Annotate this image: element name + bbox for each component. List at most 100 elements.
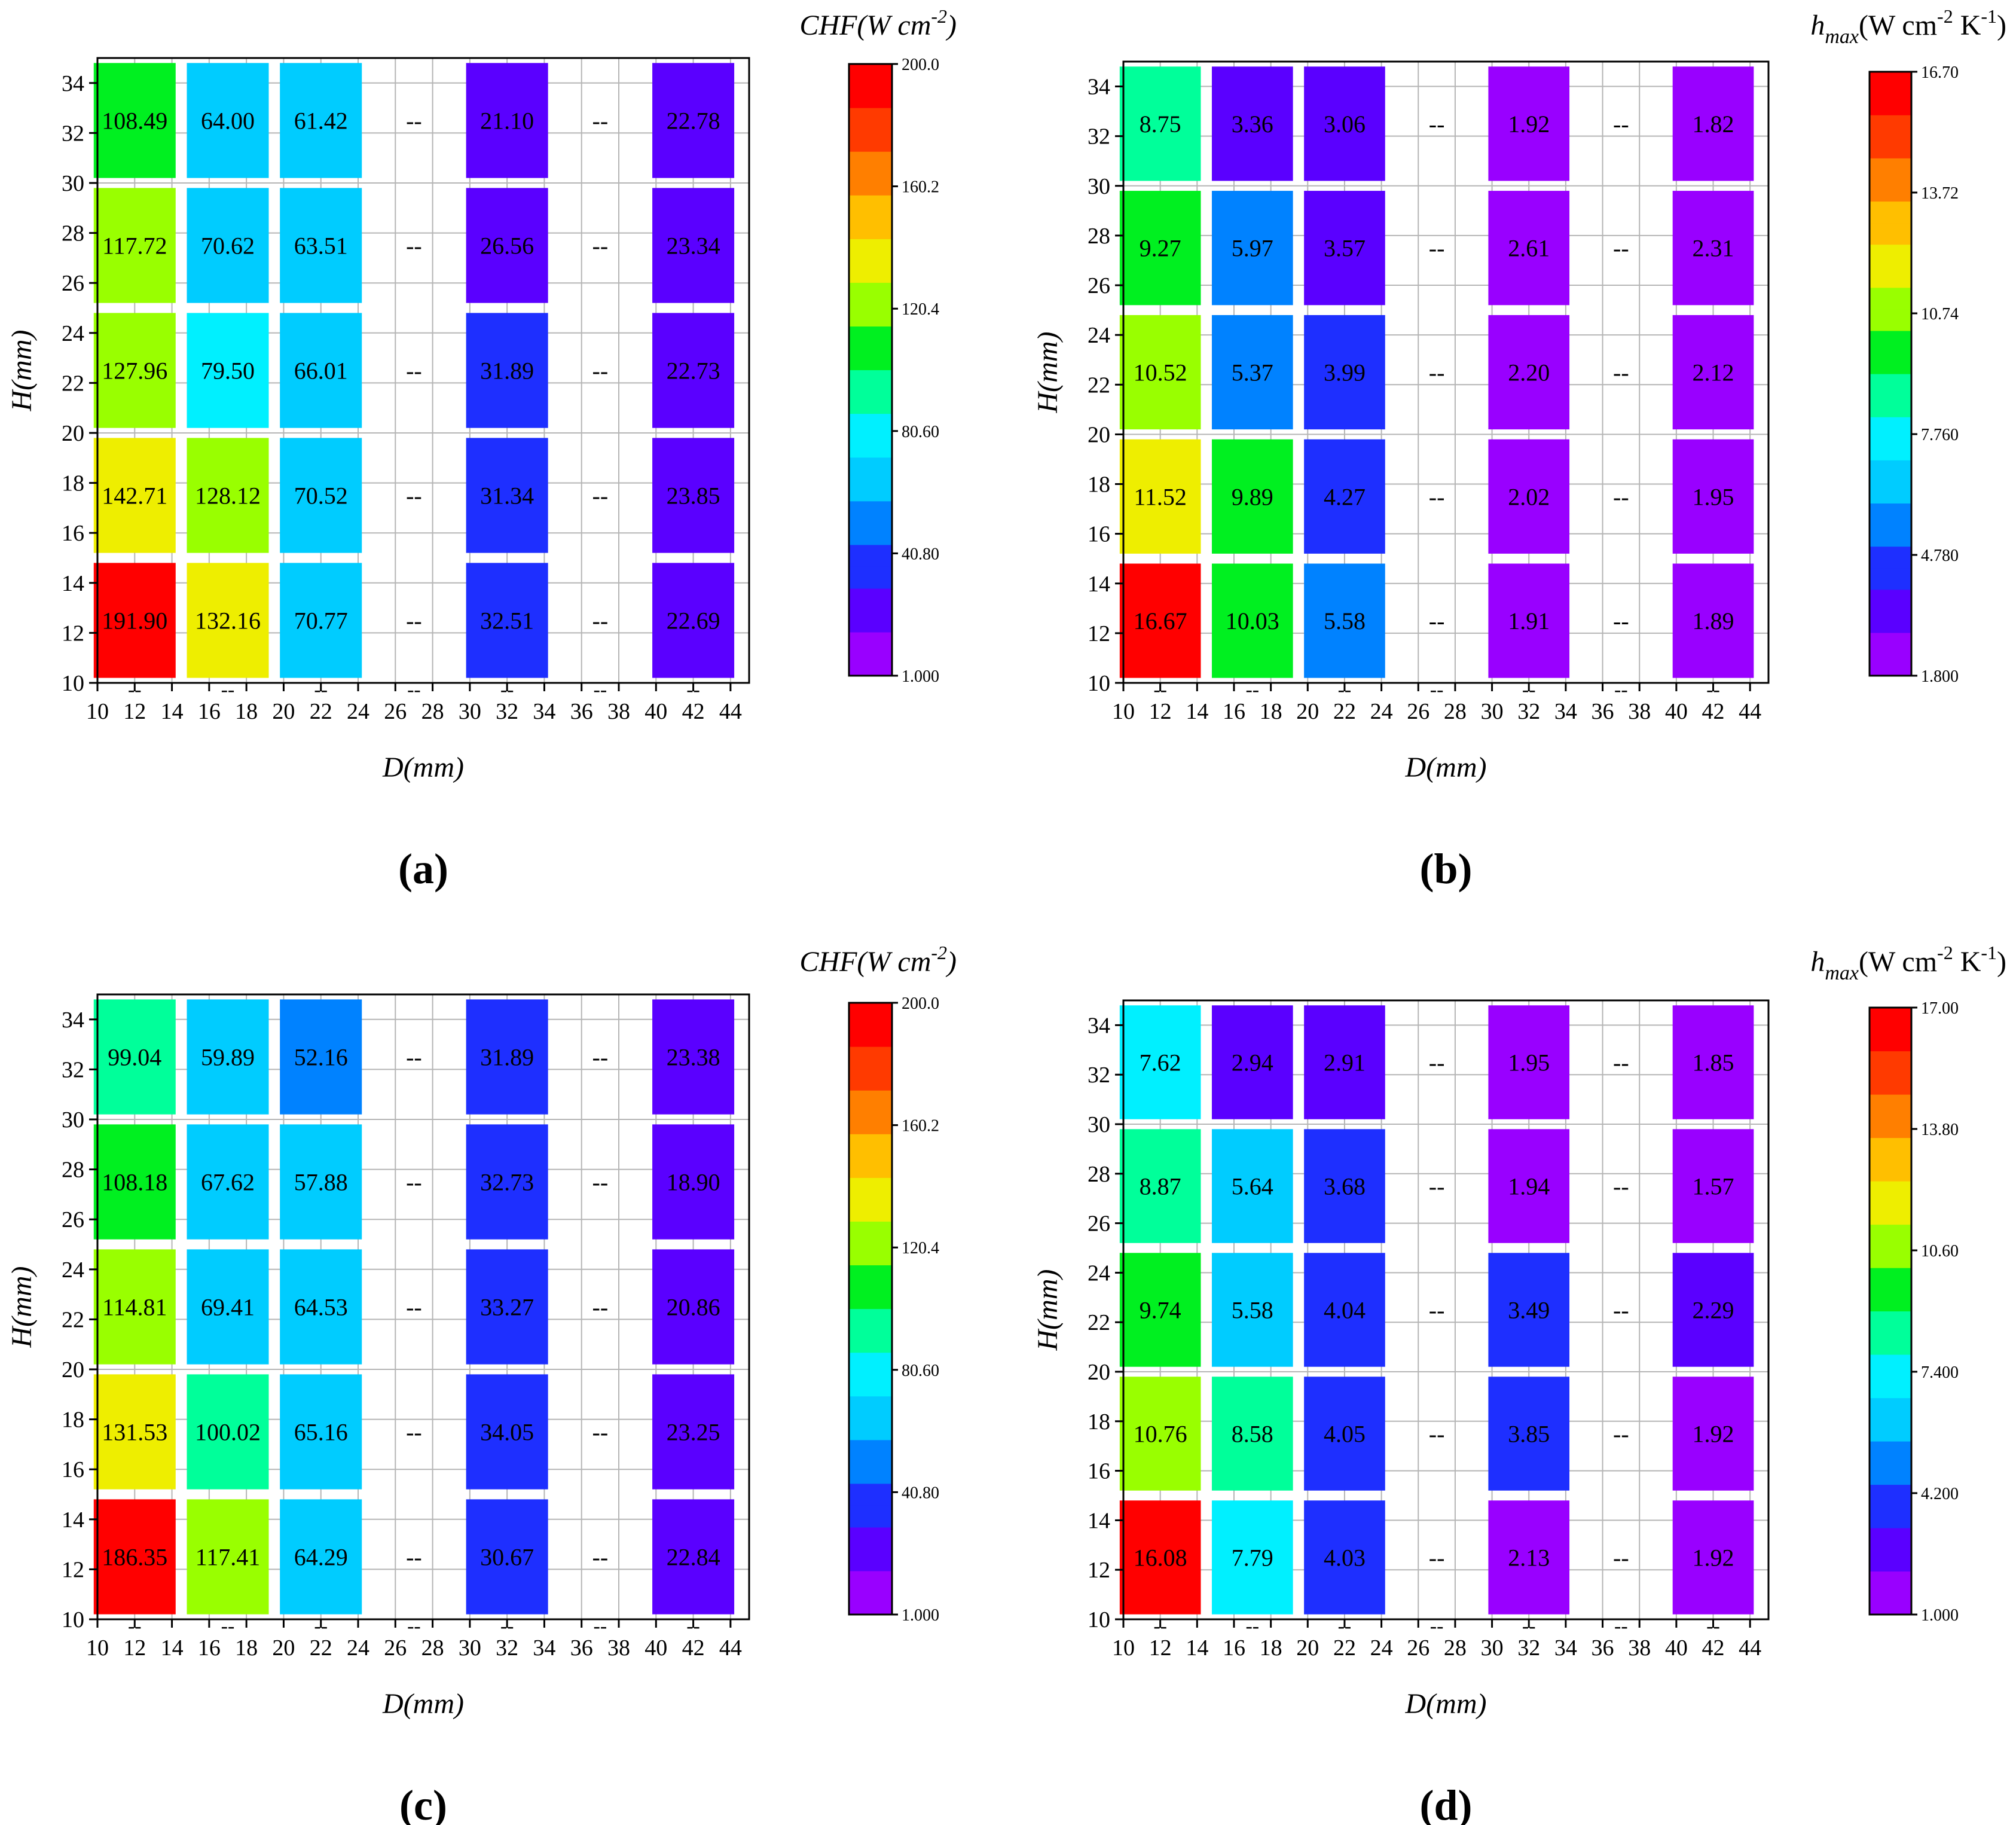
y-axis-title: H(mm) bbox=[6, 330, 38, 412]
colorbar-tick-label: 16.70 bbox=[1921, 63, 1959, 82]
cell-value-label: 22.84 bbox=[667, 1544, 720, 1571]
cell-value-label: 65.16 bbox=[294, 1419, 348, 1446]
heatmap-cell bbox=[466, 563, 548, 678]
cell-value-label: -- bbox=[592, 1419, 609, 1446]
cell-value-label: 33.27 bbox=[480, 1294, 534, 1321]
colorbar-segment bbox=[1870, 1072, 1911, 1095]
cell-value-label: -- bbox=[1613, 1421, 1629, 1448]
x-tick-label: 32 bbox=[496, 1635, 518, 1661]
y-tick-label: 32 bbox=[62, 121, 84, 146]
x-tick-label: 42 bbox=[1702, 699, 1725, 724]
cell-value-label: 9.27 bbox=[1140, 235, 1181, 262]
colorbar-segment bbox=[849, 413, 892, 436]
y-tick-label: 22 bbox=[1088, 1310, 1110, 1335]
cell-value-label: 2.31 bbox=[1693, 235, 1734, 262]
x-tick-label: 30 bbox=[1481, 699, 1504, 724]
colorbar-segment bbox=[849, 500, 892, 523]
x-tick-label: 40 bbox=[644, 699, 667, 724]
y-tick-label: 20 bbox=[1088, 422, 1110, 447]
heatmap-cell bbox=[1488, 66, 1570, 181]
y-tick-label: 16 bbox=[1088, 522, 1110, 547]
x-tick-label: 24 bbox=[347, 1635, 369, 1661]
heatmap-cell bbox=[187, 1124, 269, 1240]
heatmap-cell bbox=[1488, 1253, 1570, 1367]
plot-frame bbox=[1122, 60, 1770, 684]
cell-value-label: 10.03 bbox=[1226, 608, 1279, 634]
cell-value-label: 2.12 bbox=[1693, 359, 1734, 386]
colorbar-segment bbox=[1870, 72, 1911, 94]
colorbar-segment bbox=[1870, 1289, 1911, 1312]
cell-value-label: 4.05 bbox=[1324, 1421, 1366, 1448]
colorbar-segment bbox=[1870, 352, 1911, 374]
cell-value-label: 108.49 bbox=[102, 108, 167, 135]
heatmap-cell bbox=[652, 63, 735, 178]
cell-value-label: 1.92 bbox=[1508, 111, 1550, 138]
colorbar-segment bbox=[849, 1570, 892, 1594]
colorbar-segment bbox=[849, 1352, 892, 1375]
cell-value-label: -- bbox=[592, 108, 609, 135]
colorbar-segment bbox=[849, 1418, 892, 1441]
cell-value-label: 3.99 bbox=[1324, 359, 1366, 386]
colorbar-segment bbox=[849, 1396, 892, 1418]
y-tick-label: 16 bbox=[1088, 1459, 1110, 1484]
colorbar-tick-label: 120.4 bbox=[902, 300, 939, 319]
colorbar-segment bbox=[849, 173, 892, 196]
heatmap-cell bbox=[93, 63, 176, 178]
cell-value-label: -- bbox=[1429, 1173, 1445, 1200]
heatmap-cell bbox=[652, 1124, 735, 1240]
panel-c: 99.04 59.89 52.16 -- 31.89 -- 23.38 108.18 67.62… bbox=[6, 942, 957, 1825]
colorbar-segment bbox=[849, 523, 892, 545]
cell-value-label: 2.91 bbox=[1324, 1049, 1366, 1076]
heatmap-cell bbox=[1119, 1005, 1201, 1119]
heatmap-cell bbox=[1304, 1500, 1385, 1615]
y-tick-label: 32 bbox=[1088, 124, 1110, 149]
cell-value-label: 69.41 bbox=[201, 1294, 255, 1321]
x-tick-label: 42 bbox=[1702, 1635, 1725, 1661]
x-tick-label: 16 bbox=[1223, 1635, 1245, 1661]
x-axis-title: D(mm) bbox=[1405, 1688, 1487, 1720]
x-tick-label: 44 bbox=[1739, 699, 1761, 724]
colorbar-segment bbox=[849, 304, 892, 327]
y-tick-label: 28 bbox=[1088, 224, 1110, 249]
cell-value-label: 20.86 bbox=[667, 1294, 720, 1321]
panel-label: (a) bbox=[398, 845, 448, 893]
y-tick-label: 10 bbox=[1088, 1607, 1110, 1632]
panel-label: (d) bbox=[1420, 1781, 1473, 1825]
cell-value-label: 23.25 bbox=[667, 1419, 720, 1446]
cell-value-label: 70.52 bbox=[294, 483, 348, 509]
heatmap-cell bbox=[1211, 191, 1293, 306]
colorbar-segment bbox=[849, 1592, 892, 1615]
heatmap-cell bbox=[1119, 439, 1201, 554]
cell-value-label: 2.61 bbox=[1508, 235, 1550, 262]
heatmap-cell bbox=[466, 999, 548, 1115]
cell-value-label: 31.89 bbox=[480, 1044, 534, 1071]
cell-value-label: 1.91 bbox=[1508, 608, 1550, 634]
cell-value-label: -- bbox=[1429, 1049, 1445, 1076]
cell-value-label: 2.20 bbox=[1508, 359, 1550, 386]
colorbar-segment bbox=[1870, 1203, 1911, 1225]
cell-value-label: 3.49 bbox=[1508, 1297, 1550, 1324]
cell-value-label: 7.62 bbox=[1140, 1049, 1181, 1076]
colorbar-segment bbox=[1870, 481, 1911, 504]
colorbar-tick-label: 13.80 bbox=[1921, 1121, 1959, 1139]
y-tick-label: 24 bbox=[1088, 323, 1110, 348]
heatmap-cell bbox=[187, 999, 269, 1115]
x-tick-label: 14 bbox=[161, 699, 184, 724]
cell-value-label: 8.58 bbox=[1232, 1421, 1273, 1448]
heatmap-cell bbox=[1211, 66, 1293, 181]
colorbar-segment bbox=[849, 216, 892, 239]
cell-value-label: -- bbox=[1613, 111, 1629, 138]
heatmap-cell bbox=[1304, 439, 1385, 554]
x-tick-label: 42 bbox=[682, 1635, 705, 1661]
cell-value-label: 57.88 bbox=[294, 1169, 348, 1196]
x-tick-label: 30 bbox=[459, 699, 481, 724]
x-tick-label: 14 bbox=[1186, 699, 1208, 724]
cell-value-label: 1.82 bbox=[1693, 111, 1734, 138]
colorbar-tick-label: 10.60 bbox=[1921, 1242, 1959, 1261]
heatmap-cell bbox=[466, 188, 548, 303]
y-tick-label: 12 bbox=[1088, 1558, 1110, 1583]
colorbar-segment bbox=[1870, 417, 1911, 439]
y-tick-label: 12 bbox=[62, 621, 84, 646]
colorbar-title: hmax(W cm-2 K-1) bbox=[1810, 5, 2006, 48]
